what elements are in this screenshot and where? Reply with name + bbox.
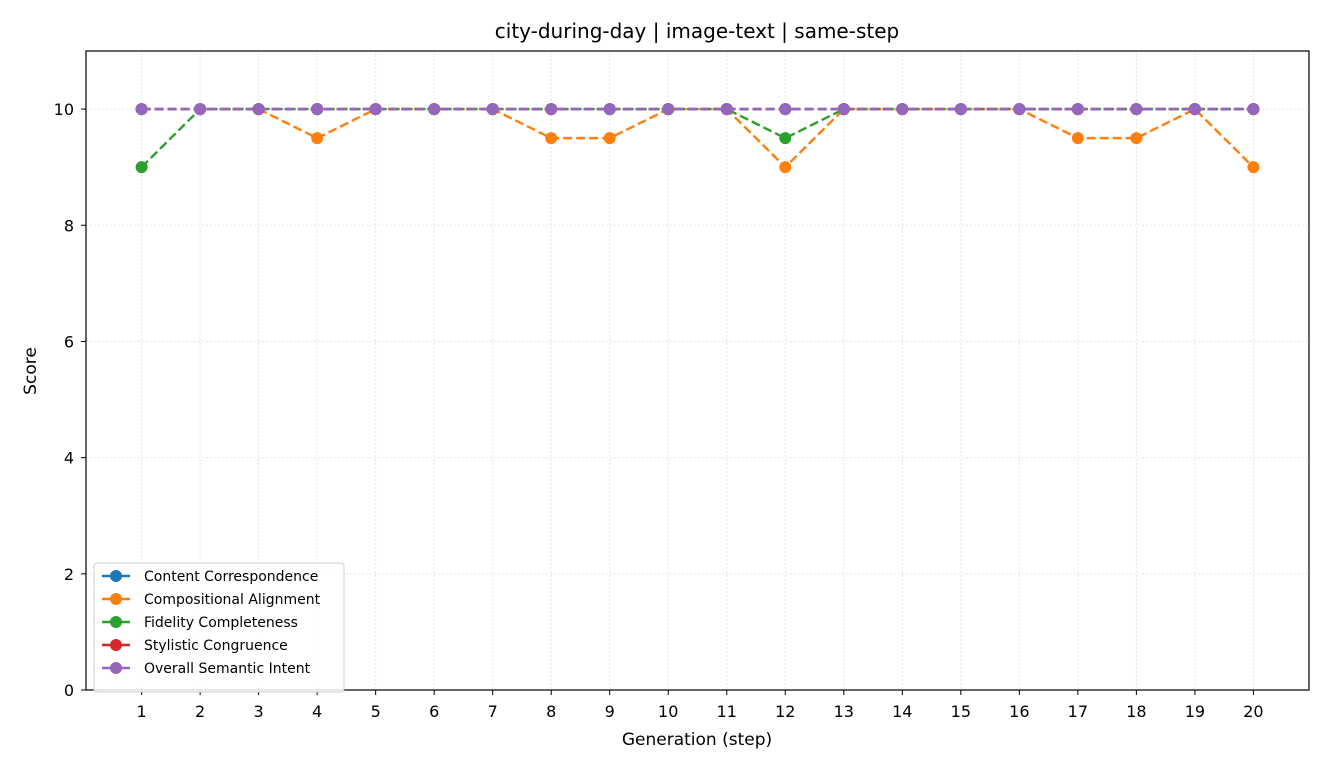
series-line <box>140 107 1254 169</box>
data-point <box>779 103 792 116</box>
data-point <box>135 161 148 174</box>
data-point <box>896 103 909 116</box>
legend-swatch-marker <box>110 616 122 628</box>
series-line <box>141 107 1255 169</box>
data-point <box>1130 103 1143 116</box>
legend-swatch-marker <box>110 639 122 651</box>
legend-swatch-marker <box>110 570 122 582</box>
data-point <box>603 132 616 145</box>
data-point <box>1013 103 1026 116</box>
legend-entry-label: Content Correspondence <box>144 569 318 585</box>
x-axis-label: Generation (step) <box>622 730 772 750</box>
data-point <box>779 132 792 145</box>
x-tick-label: 2 <box>195 702 205 721</box>
x-tick-label: 19 <box>1185 702 1205 721</box>
x-tick-label: 17 <box>1068 702 1088 721</box>
legend-entry-label: Overall Semantic Intent <box>144 661 311 677</box>
y-axis-label: Score <box>21 347 41 395</box>
data-point <box>1247 161 1260 174</box>
data-point <box>837 103 850 116</box>
x-tick-label: 13 <box>834 702 854 721</box>
x-tick-label: 18 <box>1126 702 1146 721</box>
x-tick-label: 14 <box>892 702 912 721</box>
data-point <box>720 103 733 116</box>
data-point <box>311 103 324 116</box>
y-axis-ticks: 0 2 4 6 8 10 <box>54 100 86 700</box>
x-tick-label: 1 <box>136 702 146 721</box>
data-point <box>369 103 382 116</box>
data-point <box>779 161 792 174</box>
x-tick-label: 11 <box>717 702 737 721</box>
data-point <box>135 103 148 116</box>
x-tick-label: 8 <box>546 702 556 721</box>
x-tick-label: 3 <box>254 702 264 721</box>
x-tick-label: 4 <box>312 702 322 721</box>
x-tick-label: 15 <box>951 702 971 721</box>
legend-entry-label: Fidelity Completeness <box>144 615 298 631</box>
data-point <box>1188 103 1201 116</box>
data-point <box>662 103 675 116</box>
x-tick-label: 5 <box>371 702 381 721</box>
data-point <box>1130 132 1143 145</box>
series-layer <box>135 103 1260 174</box>
y-tick-label: 0 <box>64 681 74 700</box>
x-tick-label: 16 <box>1009 702 1029 721</box>
legend-swatch-marker <box>110 662 122 674</box>
data-point <box>428 103 441 116</box>
x-tick-label: 6 <box>429 702 439 721</box>
data-point <box>1071 132 1084 145</box>
y-tick-label: 10 <box>54 100 74 119</box>
x-axis-ticks: 1 2 3 4 5 6 7 8 9 10 11 12 13 14 15 16 17 18 19 20 <box>136 690 1264 721</box>
legend: Content Correspondence Compositional Alig… <box>93 562 345 693</box>
data-point <box>545 103 558 116</box>
y-tick-label: 6 <box>64 332 74 351</box>
y-tick-label: 2 <box>64 565 74 584</box>
series-overall-semantic-intent <box>135 103 1260 116</box>
data-point <box>194 103 207 116</box>
legend-swatch-marker <box>110 593 122 605</box>
series-compositional-alignment <box>135 103 1260 174</box>
y-tick-label: 8 <box>64 216 74 235</box>
data-point <box>1247 103 1260 116</box>
x-tick-label: 9 <box>605 702 615 721</box>
chart-title: city-during-day | image-text | same-step <box>495 19 899 43</box>
x-tick-label: 7 <box>488 702 498 721</box>
data-point <box>603 103 616 116</box>
data-point <box>486 103 499 116</box>
legend-box <box>93 562 345 693</box>
legend-entry-label: Compositional Alignment <box>144 592 321 608</box>
data-point <box>1071 103 1084 116</box>
x-tick-label: 20 <box>1243 702 1263 721</box>
y-tick-label: 4 <box>64 449 74 468</box>
x-tick-label: 12 <box>775 702 795 721</box>
data-point <box>311 132 324 145</box>
data-point <box>954 103 967 116</box>
data-point <box>252 103 265 116</box>
x-tick-label: 10 <box>658 702 678 721</box>
legend-entry-label: Stylistic Congruence <box>144 638 288 654</box>
data-point <box>545 132 558 145</box>
plot-frame <box>85 50 1310 691</box>
